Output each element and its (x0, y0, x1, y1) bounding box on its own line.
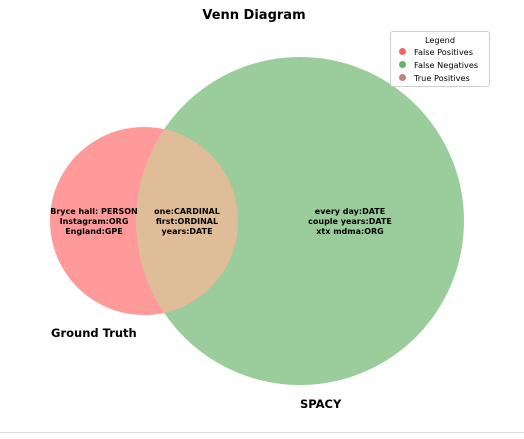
spacy-circle (136, 57, 464, 385)
legend-item-false-positives: False Positives (391, 45, 489, 58)
overlap-region-text: one:CARDINAL first:ORDINAL years:DATE (143, 207, 231, 237)
spacy-only-item: couple years:DATE (308, 217, 392, 226)
left-only-item: Instagram:ORG (59, 217, 129, 226)
green-dot-icon (399, 61, 406, 68)
legend-item-false-negatives: False Negatives (391, 58, 489, 71)
spacy-only-item: xtx mdma:ORG (316, 227, 384, 236)
spacy-only-item: every day:DATE (314, 207, 386, 216)
diagram-title: Venn Diagram (202, 8, 306, 23)
ground-truth-label: Ground Truth (51, 326, 137, 340)
overlap-item: years:DATE (161, 227, 213, 236)
legend: Legend False Positives False Negatives T… (390, 31, 490, 87)
legend-title: Legend (424, 35, 456, 45)
legend-item-true-positives: True Positives (391, 71, 489, 84)
left-only-region-text: Bryce hall: PERSON Instagram:ORG England… (40, 207, 148, 237)
spacy-label: SPACY (300, 397, 342, 411)
red-dot-icon (399, 48, 406, 55)
legend-label: True Positives (414, 72, 470, 83)
bottom-divider (0, 432, 524, 433)
left-only-item: England:GPE (65, 227, 123, 236)
brown-dot-icon (399, 74, 406, 81)
legend-label: False Negatives (414, 59, 479, 70)
spacy-only-region-text: every day:DATE couple years:DATE xtx mdm… (300, 207, 400, 237)
overlap-item: one:CARDINAL (154, 207, 220, 216)
legend-label: False Positives (414, 46, 473, 57)
left-only-item: Bryce hall: PERSON (50, 207, 138, 216)
overlap-item: first:ORDINAL (155, 217, 219, 226)
